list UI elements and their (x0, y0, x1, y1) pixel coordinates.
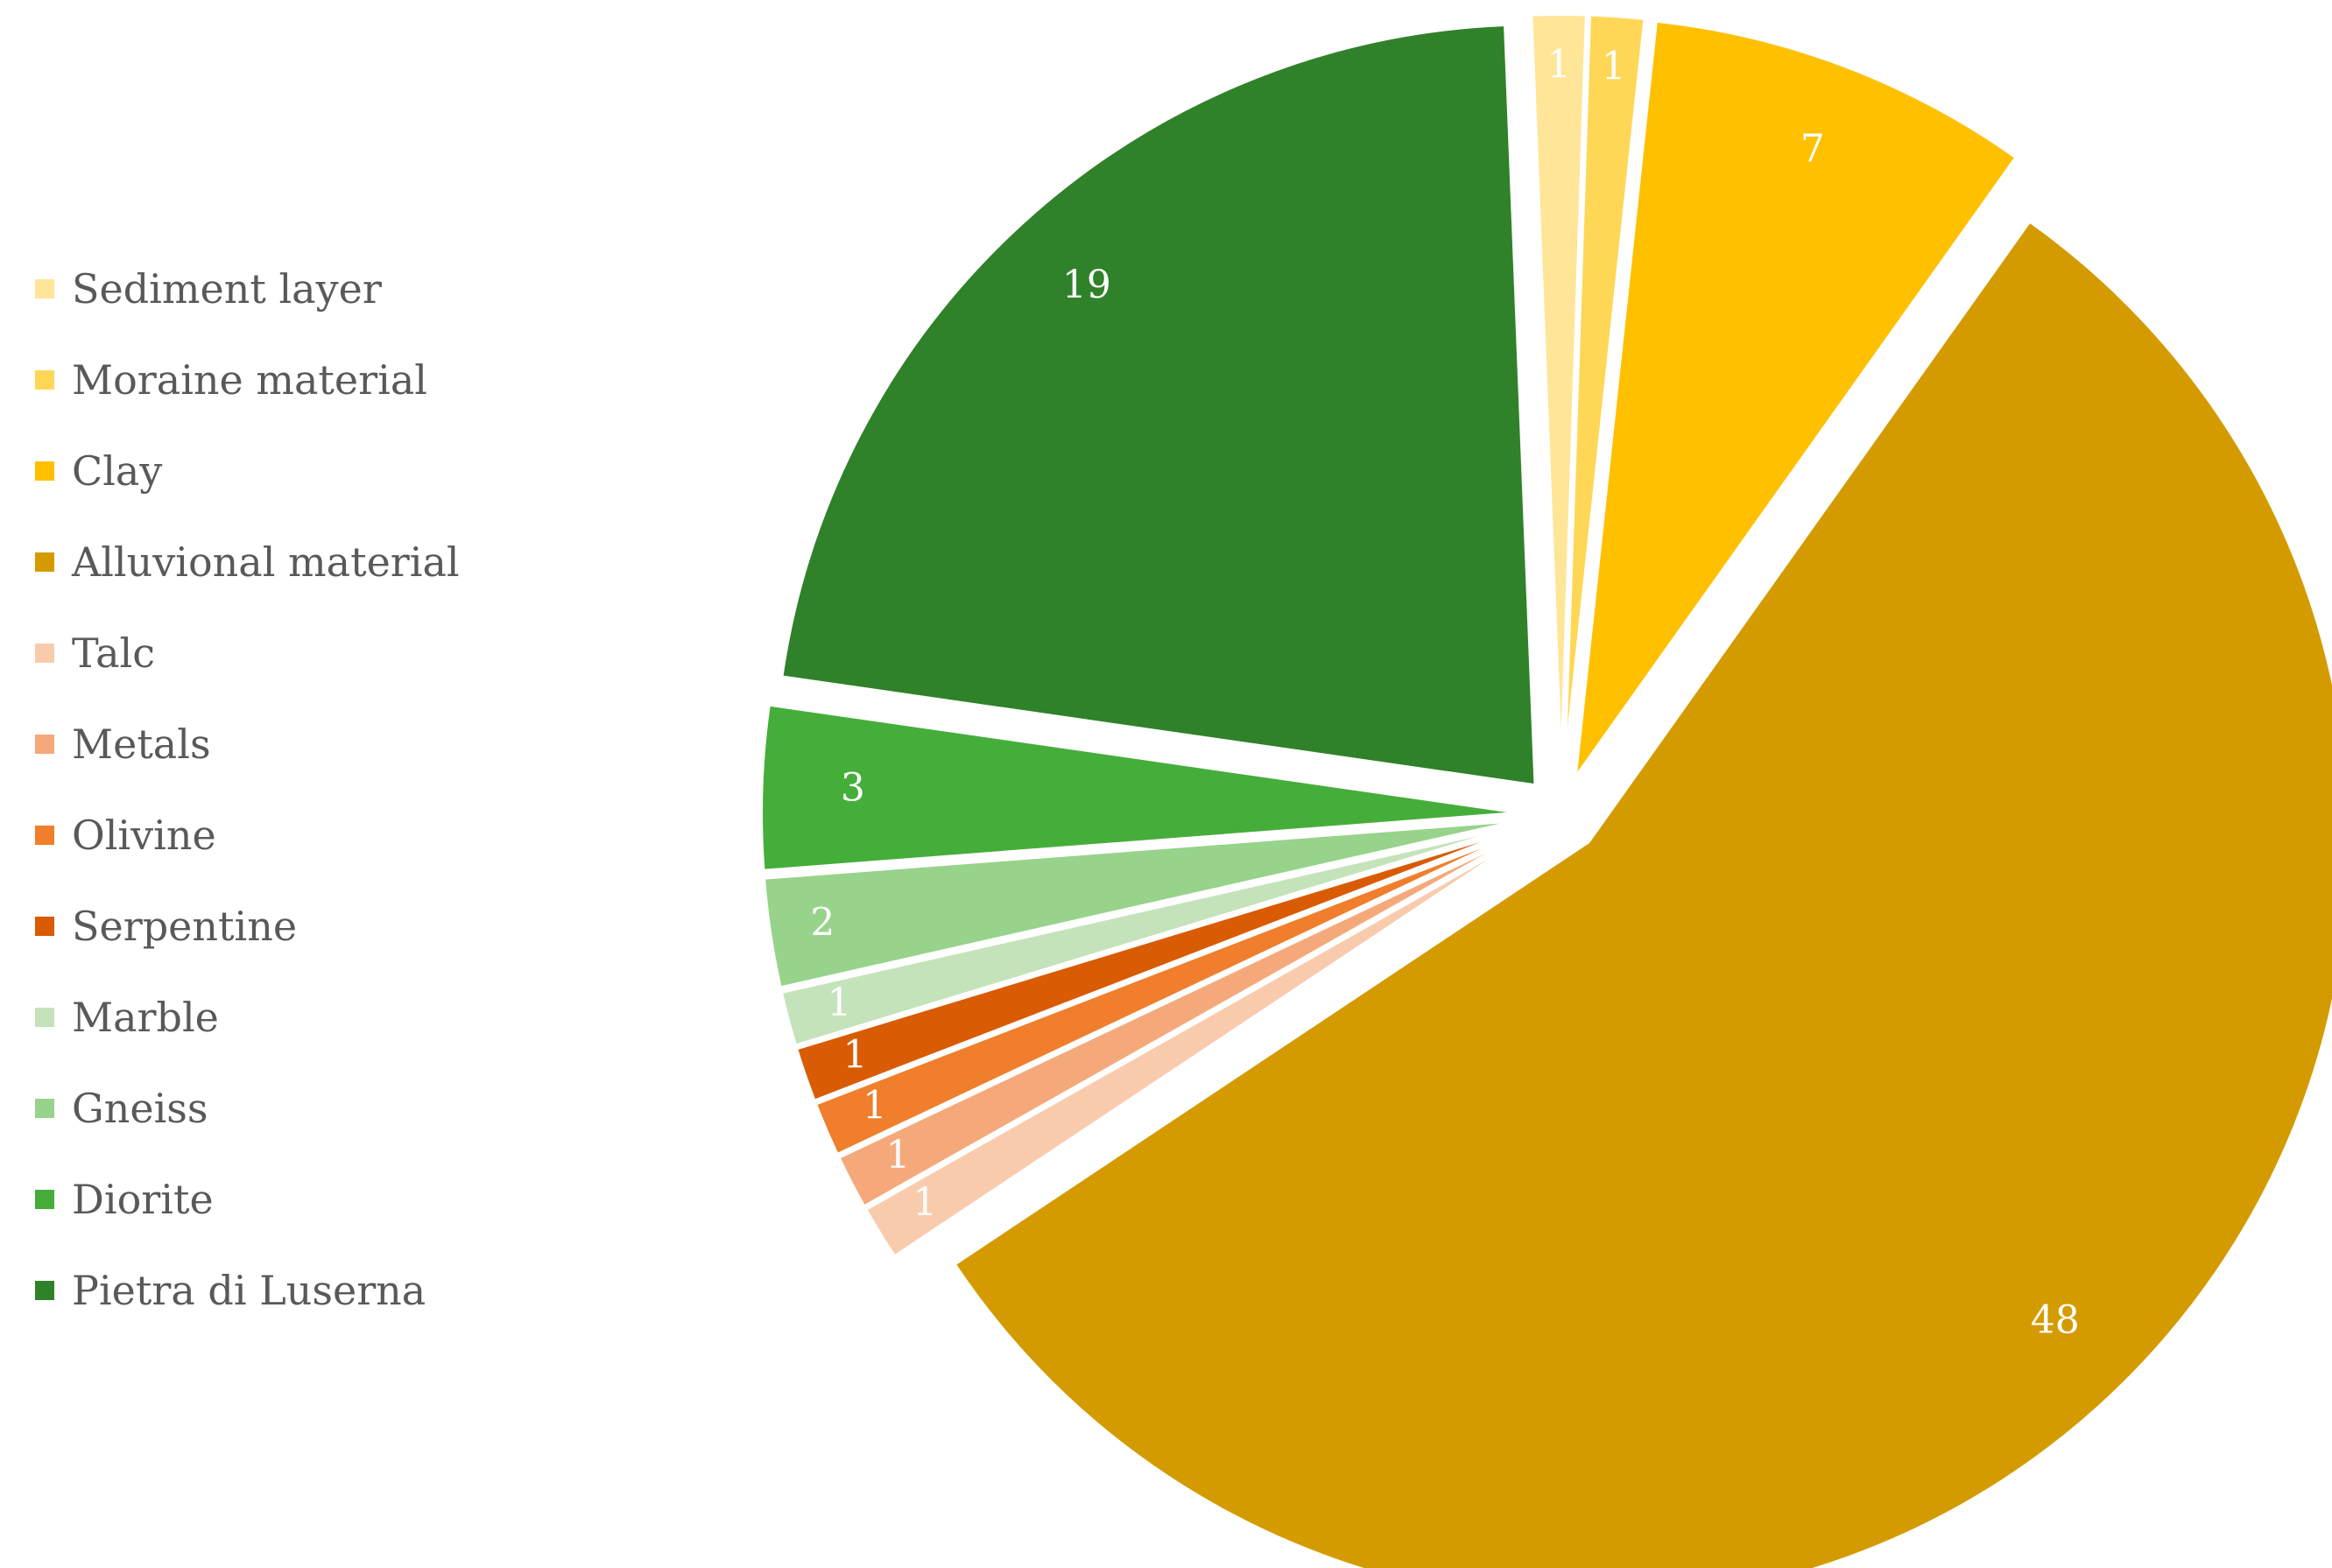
legend-swatch (35, 370, 54, 390)
legend-item-serpentine: Serpentine (35, 900, 297, 953)
legend-item-sediment-layer: Sediment layer (35, 263, 382, 315)
pie-slice-sediment-layer (1529, 12, 1589, 777)
legend-swatch (35, 279, 54, 299)
data-label-marble: 1 (827, 981, 851, 1025)
pie-slice-clay (1572, 18, 2019, 785)
legend-swatch (35, 552, 54, 572)
legend-swatch (35, 1190, 54, 1209)
legend-item-metals: Metals (35, 718, 211, 770)
data-label-diorite: 3 (841, 765, 865, 810)
pie-slice-diorite (759, 702, 1524, 873)
legend-swatch (35, 1008, 54, 1027)
legend-label: Alluvional material (72, 538, 460, 586)
legend-label: Olivine (72, 812, 216, 859)
legend-label: Pietra di Luserna (72, 1267, 426, 1314)
data-label-serpentine: 1 (842, 1033, 867, 1078)
data-label-clay: 7 (1800, 126, 1825, 171)
data-label-moraine-material: 1 (1602, 44, 1626, 88)
legend-label: Talc (72, 629, 156, 677)
data-label-metals: 1 (886, 1133, 911, 1178)
data-label-olivine: 1 (863, 1084, 887, 1129)
pie-slice-moraine-material (1562, 12, 1647, 777)
legend-label: Gneiss (72, 1085, 208, 1132)
pie-slice-metals (835, 830, 1528, 1210)
legend-item-moraine-material: Moraine material (35, 354, 427, 406)
data-label-talc: 1 (912, 1180, 937, 1225)
legend-swatch (35, 735, 54, 754)
legend-item-clay: Clay (35, 445, 162, 497)
pie-slice-talc (863, 833, 1530, 1260)
data-label-alluvional-material: 48 (2031, 1298, 2080, 1343)
legend-item-alluvional-material: Alluvional material (35, 536, 460, 588)
legend-label: Moraine material (72, 356, 427, 404)
data-label-sediment-layer: 1 (1546, 42, 1571, 87)
pie-slice-olivine (813, 827, 1527, 1157)
legend-swatch (35, 1281, 54, 1300)
pie-slice-alluvional-material (951, 218, 2332, 1568)
legend-item-pietra-di-luserna: Pietra di Luserna (35, 1264, 426, 1317)
pie-slice-marble (779, 822, 1525, 1049)
legend-swatch (35, 917, 54, 936)
legend-item-olivine: Olivine (35, 809, 216, 861)
legend-swatch (35, 1099, 54, 1118)
data-label-gneiss: 2 (810, 900, 835, 945)
legend-swatch (35, 826, 54, 845)
legend-item-diorite: Diorite (35, 1173, 214, 1226)
legend-item-gneiss: Gneiss (35, 1082, 208, 1135)
legend-label: Sediment layer (72, 265, 382, 313)
legend-swatch (35, 643, 54, 663)
pie-slice-gneiss (761, 818, 1524, 990)
legend-label: Serpentine (72, 903, 298, 950)
legend-label: Marble (72, 994, 219, 1041)
pie-slice-pietra-di-luserna (779, 22, 1538, 788)
data-label-pietra-di-luserna: 19 (1062, 263, 1111, 307)
pie-slice-serpentine (793, 825, 1526, 1104)
legend-item-marble: Marble (35, 991, 219, 1044)
legend-swatch (35, 461, 54, 481)
legend-item-talc: Talc (35, 627, 155, 679)
legend-label: Metals (72, 721, 211, 768)
legend-label: Diorite (72, 1176, 214, 1223)
legend-label: Clay (72, 447, 163, 495)
